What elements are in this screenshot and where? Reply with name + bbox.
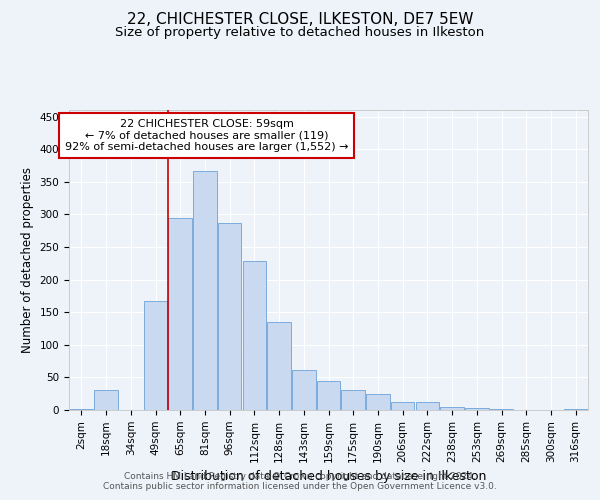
Bar — [292, 370, 316, 410]
Bar — [391, 402, 415, 410]
Bar — [564, 408, 587, 410]
Y-axis label: Number of detached properties: Number of detached properties — [21, 167, 34, 353]
Bar — [465, 408, 488, 410]
Text: Contains HM Land Registry data © Crown copyright and database right 2024.: Contains HM Land Registry data © Crown c… — [124, 472, 476, 481]
Bar — [218, 223, 241, 410]
Bar — [144, 301, 167, 410]
Bar — [268, 322, 291, 410]
Bar — [70, 408, 93, 410]
Bar — [366, 394, 389, 410]
Bar — [317, 382, 340, 410]
Text: 22, CHICHESTER CLOSE, ILKESTON, DE7 5EW: 22, CHICHESTER CLOSE, ILKESTON, DE7 5EW — [127, 12, 473, 28]
Bar — [242, 262, 266, 410]
Bar — [440, 406, 464, 410]
Text: Contains public sector information licensed under the Open Government Licence v3: Contains public sector information licen… — [103, 482, 497, 491]
Bar — [94, 390, 118, 410]
Bar — [169, 218, 192, 410]
Bar — [490, 408, 513, 410]
Text: 22 CHICHESTER CLOSE: 59sqm
← 7% of detached houses are smaller (119)
92% of semi: 22 CHICHESTER CLOSE: 59sqm ← 7% of detac… — [65, 119, 348, 152]
Bar — [193, 170, 217, 410]
Text: Size of property relative to detached houses in Ilkeston: Size of property relative to detached ho… — [115, 26, 485, 39]
X-axis label: Distribution of detached houses by size in Ilkeston: Distribution of detached houses by size … — [171, 470, 486, 483]
Bar — [416, 402, 439, 410]
Bar — [341, 390, 365, 410]
